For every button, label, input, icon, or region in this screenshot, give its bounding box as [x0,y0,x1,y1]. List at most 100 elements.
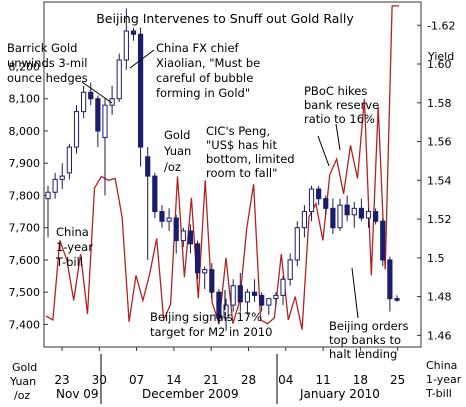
annotation-pointer [351,267,359,319]
annotation-line: bottom, limited [206,152,295,166]
gold-series-label: Gold Yuan /oz [163,128,191,174]
left-axis-ticks: 7,400 7,500 7,600 7,700 7,800 7,900 8,000 8,100… [9,60,48,331]
annotation-line: top banks to [329,333,401,347]
annotation-line: unwinds 3-mil [7,56,87,70]
candle-up [52,178,58,193]
right-axis-label: China 1-year T-bill [425,359,462,400]
right-tick-label: -1.62 [427,19,455,32]
right-tick-label: 1.46 [427,329,452,342]
candle-up [280,278,286,296]
annotation-pointer [335,123,341,151]
left-tick-label: 7,600 [9,254,41,267]
x-tick-label: 30 [92,373,107,387]
candle-down [187,230,194,245]
gold-candles [45,8,400,331]
candle-up [45,191,51,200]
annotation-m2: Beijing signals 17% target for M2 in 201… [150,290,272,339]
candle-up [351,207,357,216]
candle-up [287,259,293,280]
annotation-line: target for M2 in 2010 [150,325,272,339]
annotation-line: "US$ has hit [206,138,277,152]
x-group-label: December 2009 [142,387,239,401]
left-tick-label: 7,800 [9,189,41,202]
candle-up [337,204,343,229]
candle-down [358,207,364,219]
candle-down [394,298,400,301]
right-axis-label-line: T-bill [425,387,452,400]
x-group-label: January 2010 [299,387,380,401]
candle-up [66,146,72,174]
left-axis-title-line: /oz [14,389,30,402]
x-tick-label: 07 [129,373,144,387]
right-tick-label: 1.58 [427,97,452,110]
candle-down [88,91,94,100]
annotation-china-fx: China FX chief Xiaolian, "Must be carefu… [129,41,260,100]
candle-down [95,98,101,132]
candle-up [223,304,229,319]
tbill-series-label-line: China [56,225,89,239]
annotation-line: room to fall" [206,166,277,180]
annotation-barrick: Barrick Gold unwinds 3-mil ounce hedges [7,41,113,104]
right-tick-label: 1.56 [427,136,452,149]
tbill-series-label-line: T-bill [55,255,83,269]
candle-down [330,207,336,229]
candle-down [237,285,243,303]
candle-up [308,188,315,213]
tbill-series-label-line: 1-year [56,240,93,254]
candle-down [373,211,379,222]
right-axis-title: Yield [427,50,454,63]
annotation-line: bank reserve [304,98,379,112]
annotation-line: China FX chief [156,41,240,55]
candle-up [266,298,272,306]
candle-down [380,220,386,261]
annotation-line: CIC's Peng, [206,124,270,138]
left-axis-title-line: Gold [12,361,37,374]
gold-series-label-line: Yuan [163,144,191,158]
gold-series-label-line: /oz [164,160,181,174]
candle-down [251,291,258,296]
x-group-label: Nov 09 [56,387,99,401]
annotation-pointer [129,49,155,69]
right-axis-ticks: 1.46 1.48 1.5 1.52 1.54 1.56 1.58 1.60 -1.62 [417,19,455,342]
candle-down [159,211,165,222]
x-tick-label: 11 [315,373,330,387]
x-tick-label: 04 [278,373,293,387]
candle-up [81,91,87,113]
right-axis-label-line: 1-year [426,373,462,386]
annotation-line: Barrick Gold [7,41,77,55]
candle-down [216,291,222,319]
left-tick-label: 8,100 [9,93,41,106]
candle-up [365,211,372,219]
candle-up [116,59,122,100]
annotation-line: Beijing orders [329,319,408,333]
candle-up [202,269,208,274]
right-tick-label: 1.54 [427,174,452,187]
candle-up [294,227,300,261]
candle-up [273,294,279,300]
chart-title: Beijing Intervenes to Snuff out Gold Ral… [96,11,354,26]
candle-down [209,269,215,293]
tbill-series-label: China 1-year T-bill [55,225,93,269]
x-tick-label: 23 [54,373,69,387]
candle-down [316,188,322,200]
left-tick-label: 7,900 [9,157,41,170]
candle-down [173,217,179,242]
candle-up [123,30,129,61]
annotation-cic: CIC's Peng, "US$ has hit bottom, limited… [206,124,330,180]
candle-down [387,259,393,300]
candle-down [259,294,265,306]
candle-down [323,198,329,209]
annotation-halt-lending: Beijing orders top banks to halt lending [329,267,408,361]
right-tick-label: 1.52 [427,213,452,226]
x-tick-label: 14 [166,373,181,387]
candle-down [130,30,137,35]
annotation-line: ounce hedges [7,71,88,85]
left-axis-title: Gold Yuan /oz [9,361,37,402]
annotation-pboc: PBoC hikes bank reserve ratio to 16% [304,84,379,151]
annotation-line: PBoC hikes [304,84,367,98]
right-tick-label: 1.60 [427,58,452,71]
candle-up [230,285,236,306]
x-tick-label: 28 [241,373,256,387]
candle-down [137,33,144,148]
